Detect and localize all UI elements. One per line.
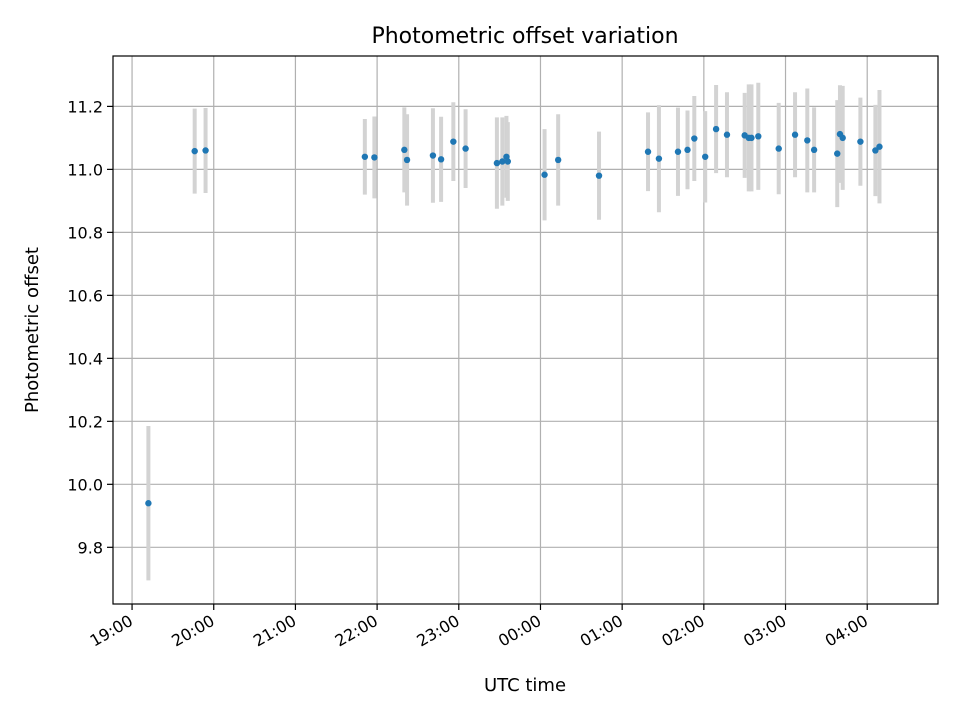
data-point: [702, 153, 709, 160]
y-tick-label: 11.0: [67, 160, 103, 179]
data-point: [810, 146, 818, 154]
y-tick-label: 9.8: [78, 538, 103, 557]
y-tick-label: 10.0: [67, 475, 103, 494]
y-tick-label: 10.6: [67, 286, 103, 305]
x-axis-label: UTC time: [484, 675, 566, 696]
grid-lines: [113, 56, 938, 604]
axes-frame: [112, 55, 939, 605]
data-point: [361, 153, 369, 160]
data-points: [145, 125, 883, 507]
data-point: [655, 155, 663, 162]
y-tick-label: 10.2: [67, 412, 103, 431]
data-point: [791, 131, 799, 138]
data-point: [401, 146, 408, 154]
y-axis-label: Photometric offset: [22, 247, 43, 413]
y-tick-label: 10.4: [67, 349, 103, 368]
data-point: [403, 156, 411, 164]
data-point: [554, 156, 562, 164]
y-tick-label: 10.8: [67, 223, 103, 242]
data-point: [712, 125, 720, 133]
data-point: [804, 137, 811, 144]
chart-title: Photometric offset variation: [371, 24, 678, 49]
data-point: [437, 156, 445, 163]
y-axis-ticks: 9.8 10.0 10.2 10.4 10.6 10.8 11.0 11.2: [67, 97, 113, 557]
data-point: [145, 500, 152, 507]
data-point: [644, 148, 652, 155]
data-point: [748, 134, 755, 142]
data-point: [839, 134, 846, 142]
data-point: [684, 146, 691, 154]
data-point: [429, 152, 437, 159]
data-point: [371, 154, 378, 161]
data-point: [595, 172, 603, 179]
data-point: [450, 138, 457, 145]
data-point: [191, 147, 198, 155]
plot-area: [113, 56, 938, 604]
data-point: [499, 158, 506, 165]
data-point: [691, 135, 698, 142]
data-point: [872, 147, 879, 154]
data-point: [493, 159, 501, 167]
data-point: [876, 143, 883, 150]
data-point: [462, 145, 469, 152]
data-point: [674, 148, 682, 155]
data-point: [834, 150, 841, 157]
data-point: [541, 171, 548, 178]
data-point: [723, 131, 731, 138]
data-point: [202, 147, 209, 154]
data-point: [857, 138, 864, 145]
data-point: [775, 145, 782, 152]
data-point: [504, 158, 512, 165]
data-point: [755, 133, 762, 140]
y-tick-label: 11.2: [67, 97, 103, 116]
